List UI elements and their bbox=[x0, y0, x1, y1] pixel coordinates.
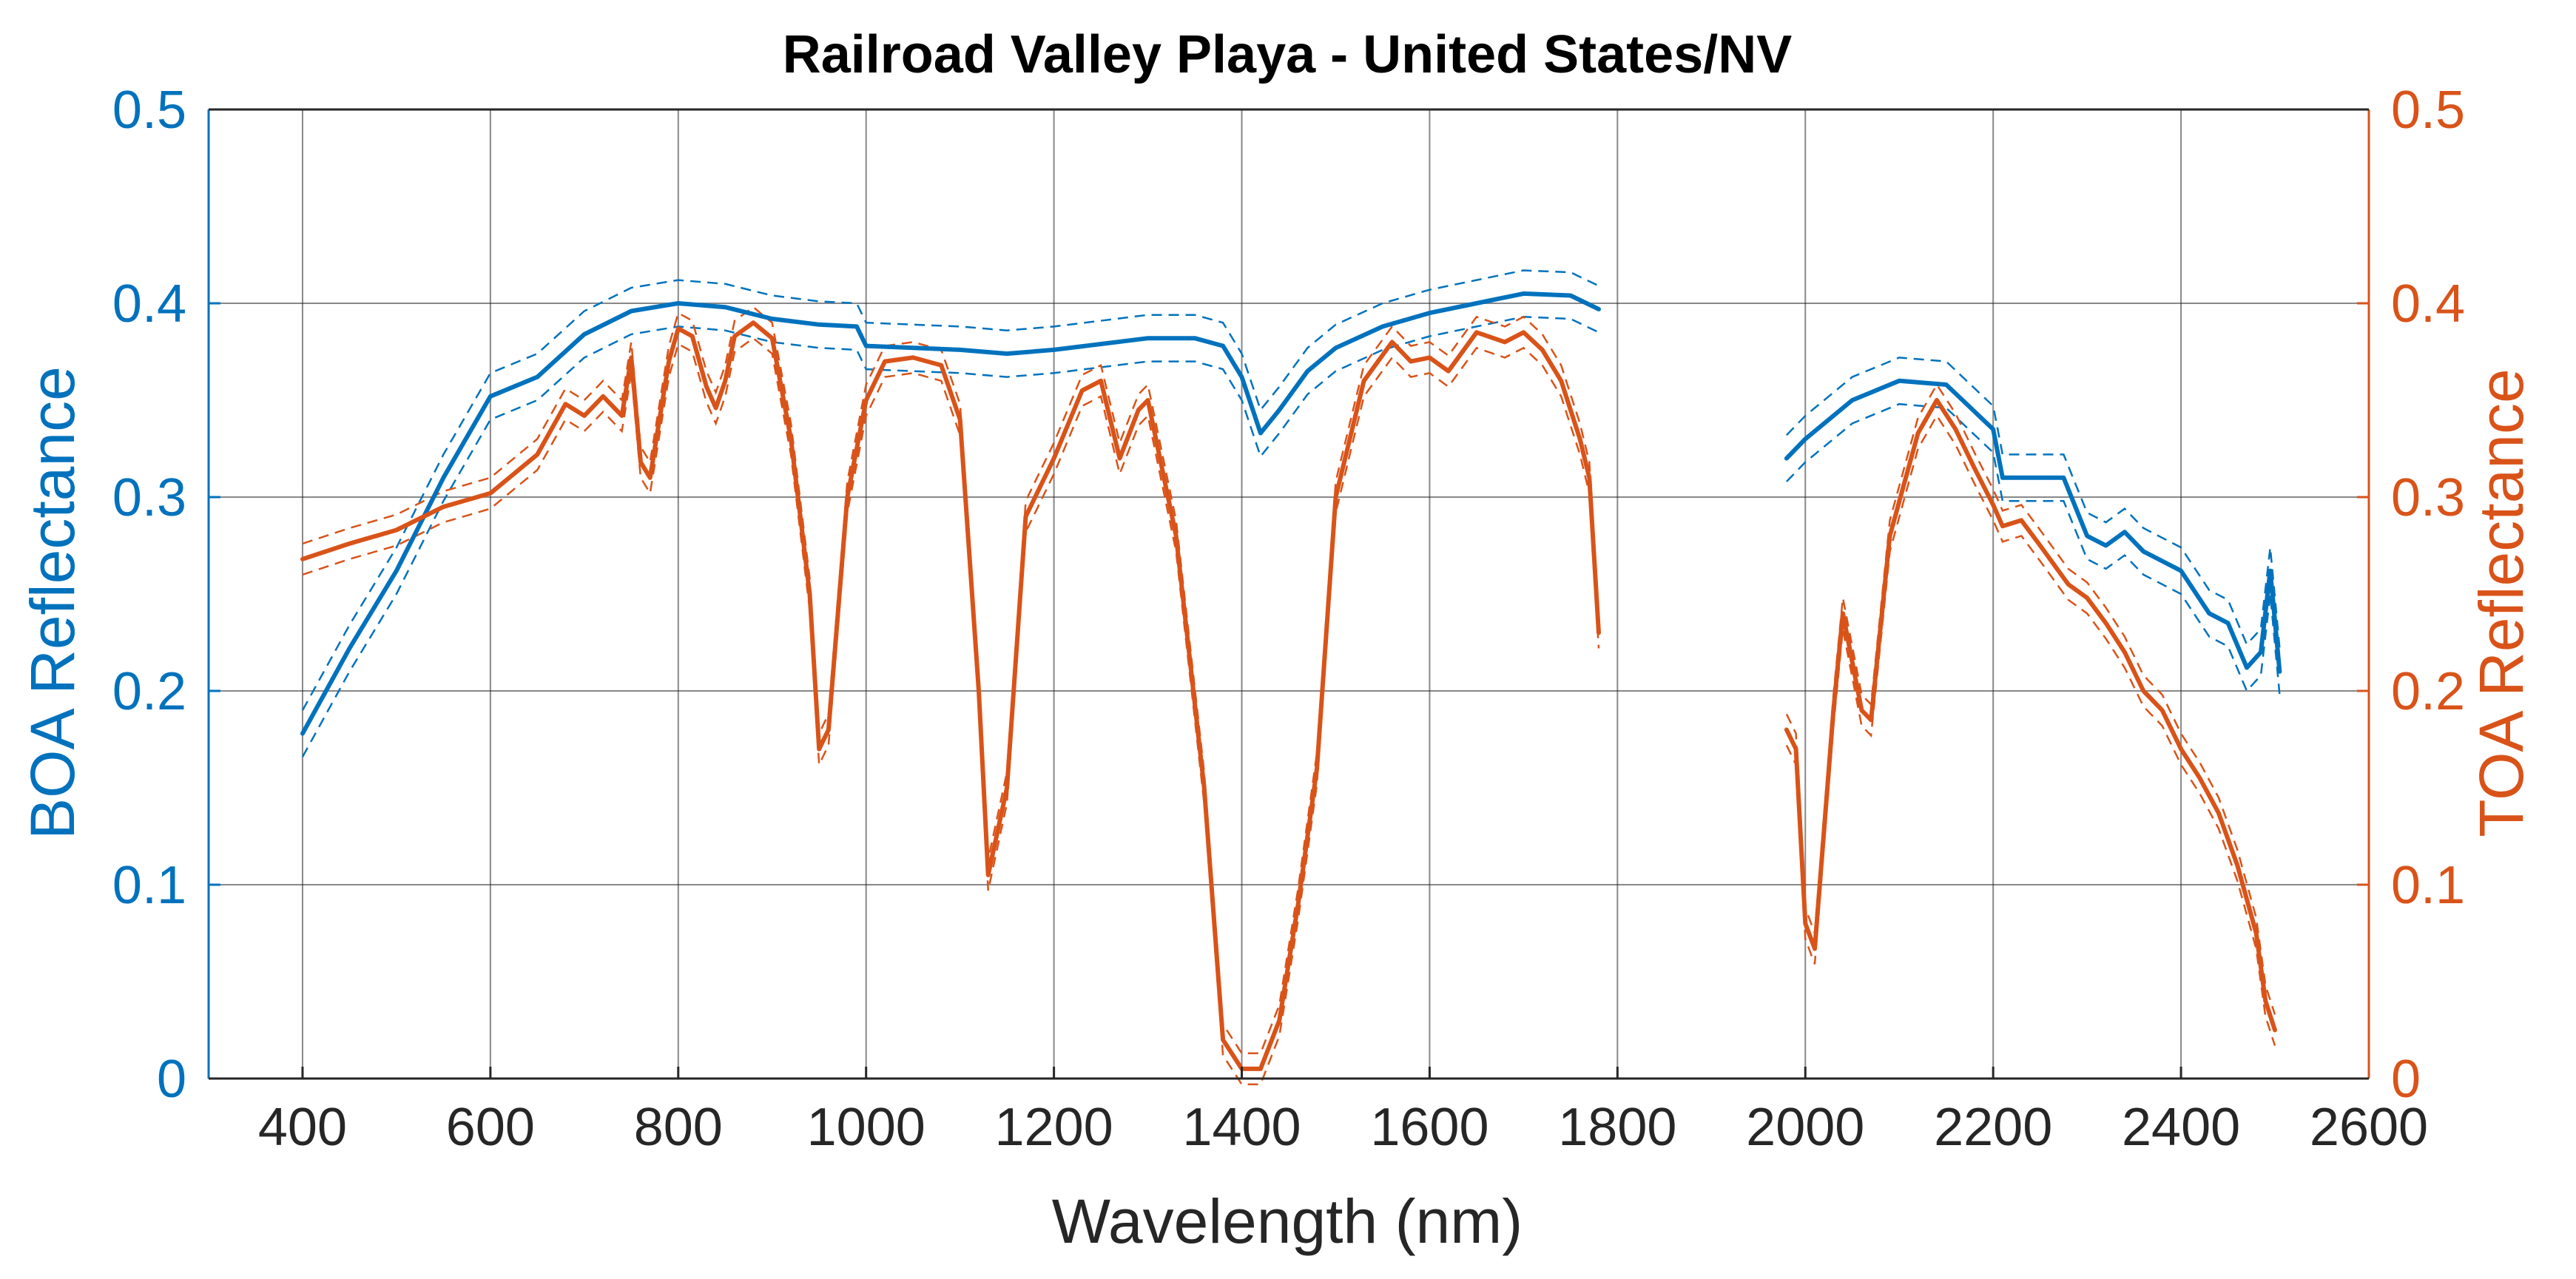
x-tick-label: 2000 bbox=[1746, 1098, 1864, 1157]
toa-upper-bound-line bbox=[1785, 382, 2276, 1015]
x-tick-label: 600 bbox=[446, 1098, 535, 1157]
uncertainty-bands bbox=[301, 269, 2281, 1086]
grid bbox=[209, 109, 2369, 1079]
x-tick-label: 2600 bbox=[2310, 1098, 2428, 1157]
boa-upper-bound-line bbox=[301, 269, 1599, 711]
boa-series-line bbox=[300, 291, 1601, 736]
toa-series-line bbox=[300, 320, 1601, 1071]
y-left-tick-label: 0.2 bbox=[112, 662, 186, 721]
y-left-tick-label: 0.1 bbox=[112, 856, 186, 915]
boa-lower-bound-line bbox=[301, 316, 1599, 757]
y-right-tick-label: 0.1 bbox=[2391, 856, 2465, 915]
boa-series-line bbox=[1784, 378, 2282, 674]
y-right-tick-label: 0.4 bbox=[2391, 274, 2465, 334]
y-left-tick-label: 0.3 bbox=[112, 468, 186, 527]
x-axis-label: Wavelength (nm) bbox=[1052, 1187, 1523, 1256]
y-right-tick-label: 0 bbox=[2391, 1050, 2421, 1109]
y-right-tick-label: 0.5 bbox=[2391, 81, 2465, 140]
chart-title: Railroad Valley Playa - United States/NV bbox=[783, 25, 1793, 84]
toa-lower-bound-line bbox=[1785, 414, 2276, 1046]
toa-upper-bound-line bbox=[302, 306, 1600, 1055]
x-tick-label: 1000 bbox=[807, 1098, 925, 1157]
x-tick-label: 800 bbox=[634, 1098, 723, 1157]
boa-upper-bound-line bbox=[1786, 357, 2281, 649]
boa-lower-bound-line bbox=[1786, 402, 2281, 695]
y-right-tick-label: 0.3 bbox=[2391, 468, 2465, 527]
y-right-axis-label: TOA Reflectance bbox=[2467, 368, 2536, 837]
x-tick-label: 1200 bbox=[995, 1098, 1113, 1157]
x-tick-label: 2200 bbox=[1934, 1098, 2052, 1157]
x-tick-label: 2400 bbox=[2122, 1098, 2240, 1157]
axes bbox=[207, 108, 2370, 1080]
y-left-tick-label: 0.5 bbox=[112, 81, 186, 140]
x-tick-label: 400 bbox=[258, 1098, 347, 1157]
y-left-tick-label: 0.4 bbox=[112, 274, 186, 334]
x-tick-label: 1600 bbox=[1370, 1098, 1488, 1157]
toa-series-line bbox=[1784, 398, 2277, 1033]
x-tick-label: 1400 bbox=[1182, 1098, 1301, 1157]
x-tick-label: 1800 bbox=[1558, 1098, 1676, 1157]
y-left-tick-label: 0 bbox=[157, 1050, 186, 1109]
y-right-tick-label: 0.2 bbox=[2391, 662, 2465, 721]
toa-lower-bound-line bbox=[302, 337, 1600, 1086]
series-lines bbox=[300, 291, 2282, 1071]
tick-labels: 400 600 800 1000 1200 1400 1600 1800 2000 2200 240… bbox=[112, 81, 2465, 1157]
y-left-axis-label: BOA Reflectance bbox=[18, 366, 87, 840]
